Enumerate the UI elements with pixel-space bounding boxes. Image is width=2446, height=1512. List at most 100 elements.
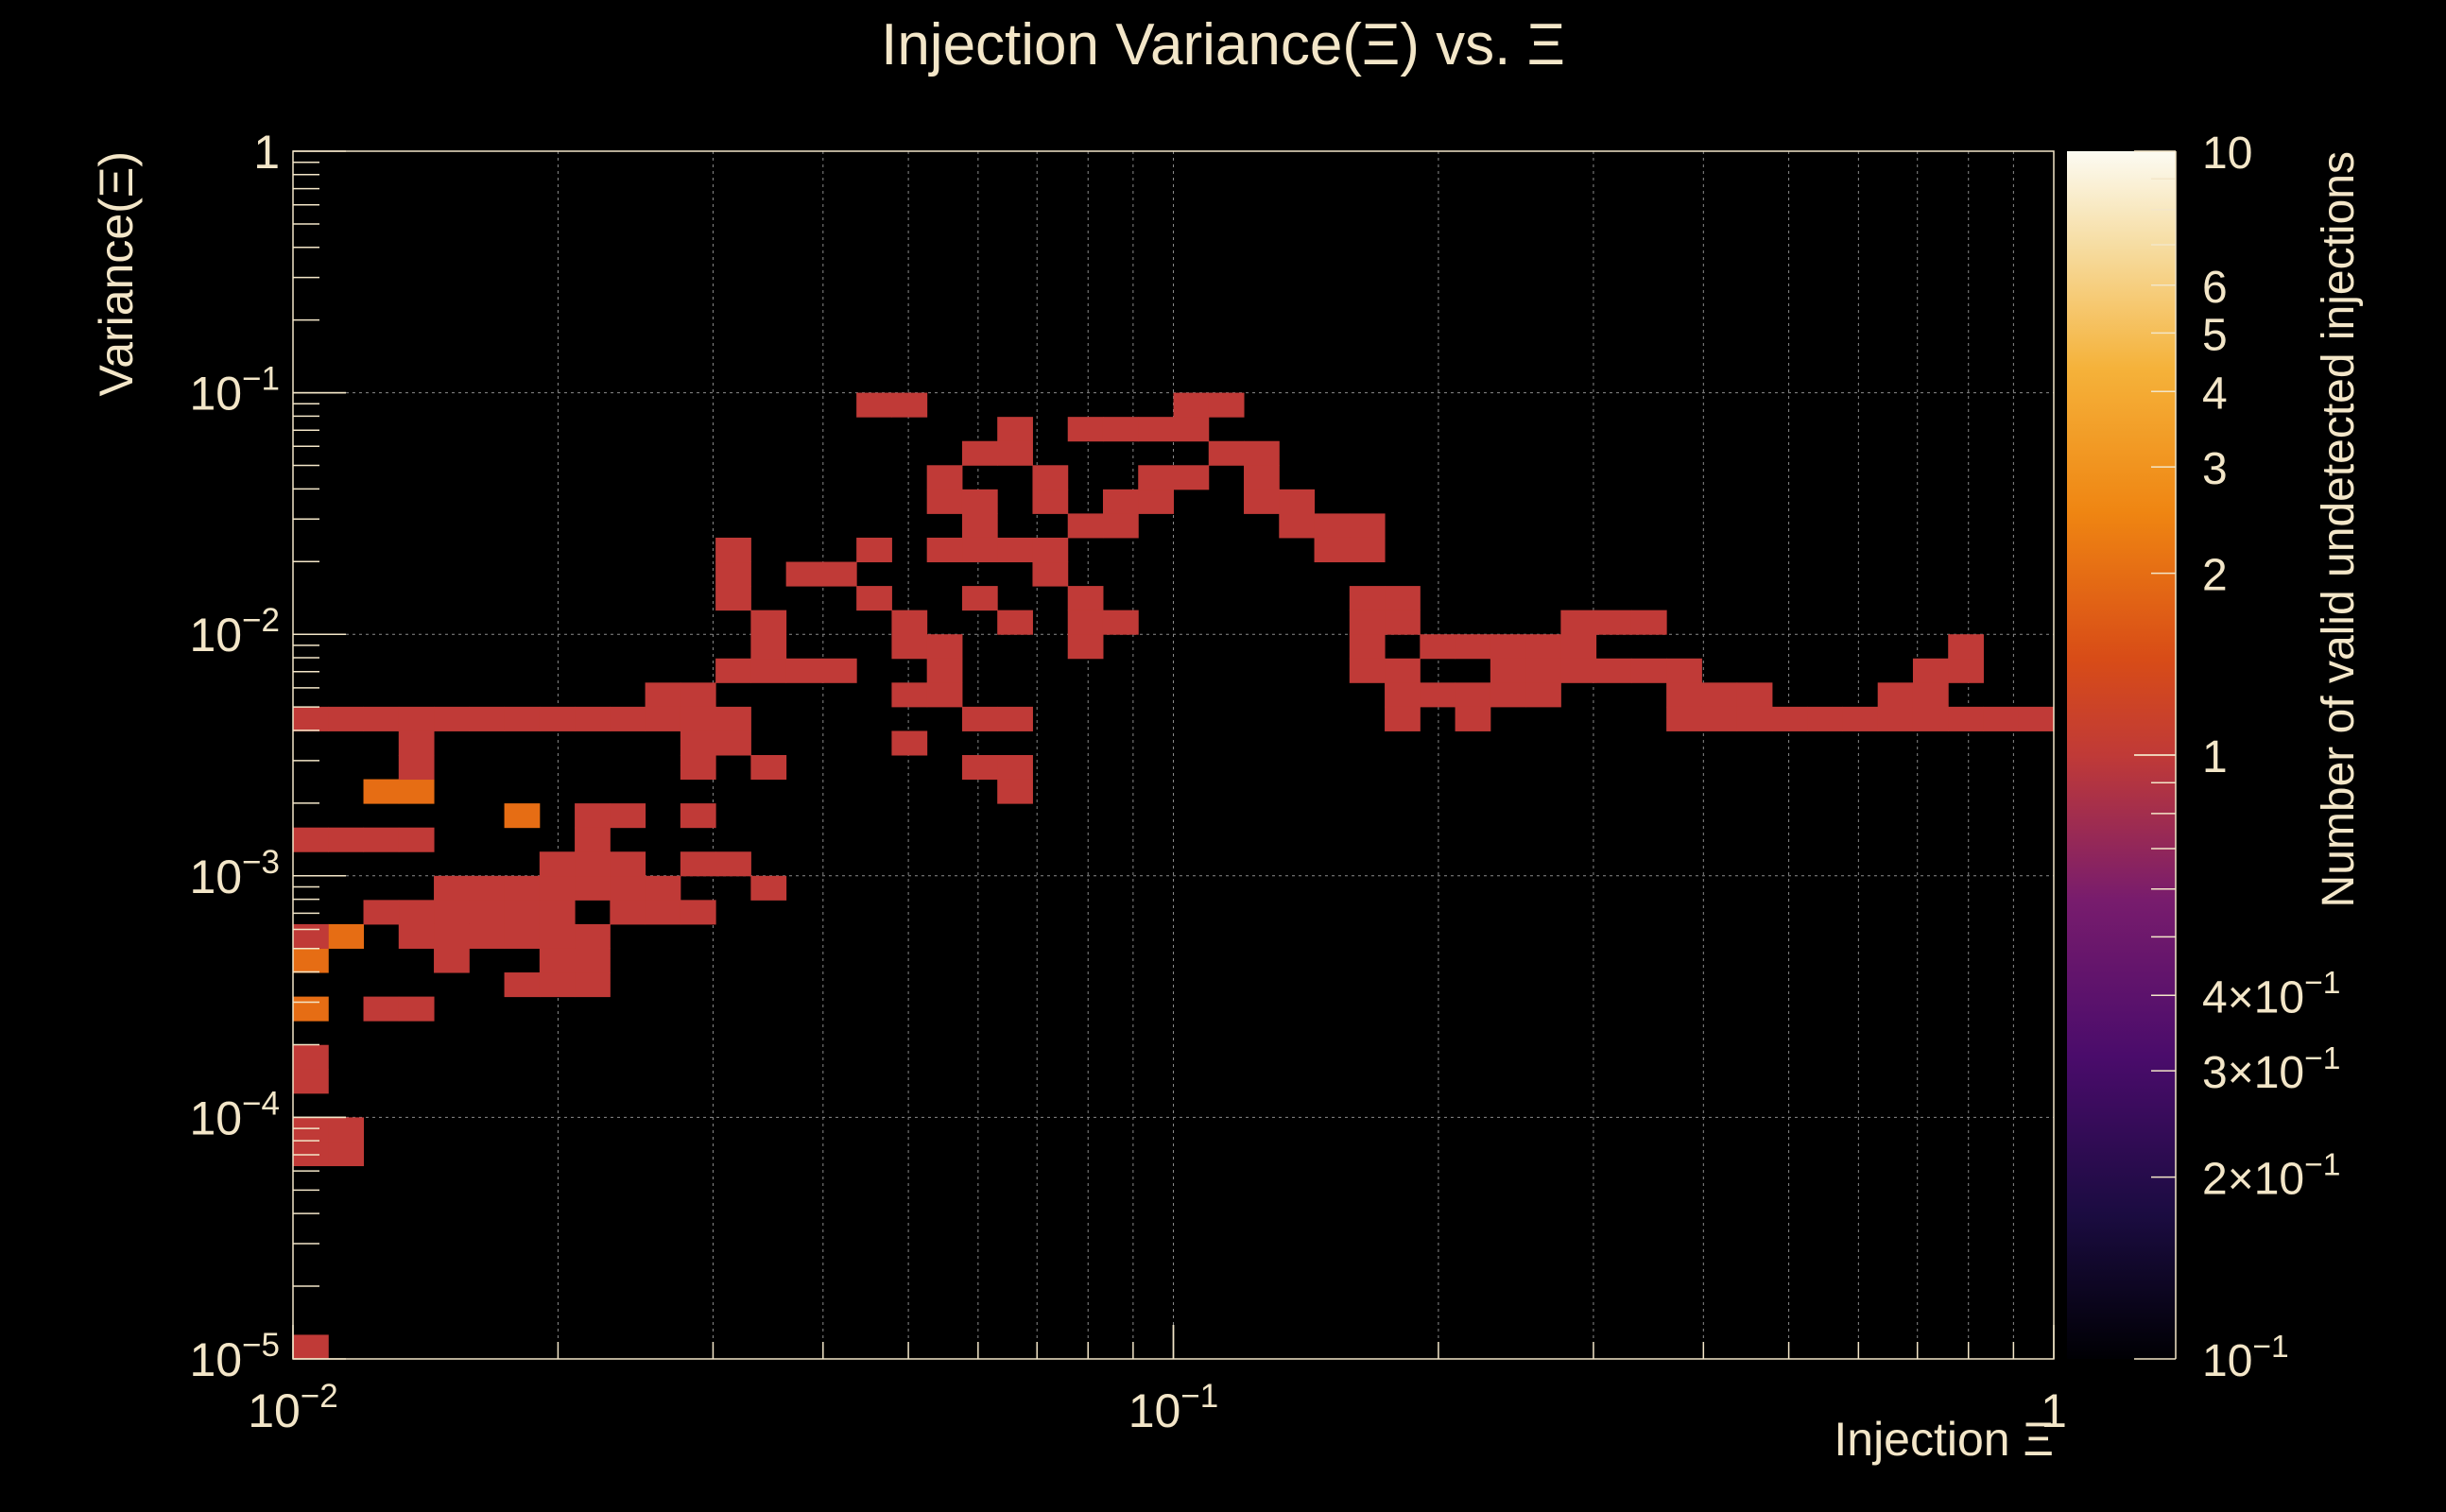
heatmap-cell bbox=[715, 851, 751, 877]
colorbar-tick-label: 5 bbox=[2202, 310, 2228, 360]
heatmap-cell bbox=[715, 561, 751, 587]
heatmap-cell bbox=[1138, 489, 1174, 514]
heatmap-cell bbox=[398, 755, 435, 781]
heatmap-cell bbox=[1032, 489, 1069, 514]
heatmap-cell bbox=[1420, 682, 1456, 708]
heatmap-cell bbox=[1630, 658, 1667, 683]
heatmap-cell bbox=[1912, 706, 1949, 731]
heatmap-cell bbox=[398, 900, 435, 925]
heatmap-cell bbox=[750, 610, 787, 635]
y-tick-label: 10−5 bbox=[189, 1327, 280, 1386]
heatmap-cell bbox=[1490, 634, 1526, 660]
heatmap-cell bbox=[680, 900, 716, 925]
heatmap-cell bbox=[1490, 658, 1526, 683]
x-tick-label: 1 bbox=[2041, 1384, 2067, 1437]
heatmap-cell bbox=[293, 827, 329, 852]
heatmap-cell bbox=[1032, 465, 1069, 490]
heatmap-cell bbox=[680, 682, 716, 708]
heatmap-cell bbox=[1349, 658, 1386, 683]
colorbar-label: Number of valid undetected injections bbox=[2314, 151, 2364, 907]
heatmap-cell bbox=[1102, 513, 1139, 539]
heatmap-cell bbox=[575, 803, 611, 829]
heatmap-cell bbox=[469, 900, 506, 925]
x-axis-label: Injection Ξ bbox=[1834, 1413, 2054, 1466]
heatmap-cell bbox=[293, 948, 329, 973]
heatmap-cell bbox=[715, 537, 751, 563]
heatmap-cell bbox=[293, 1334, 329, 1360]
heatmap-cell bbox=[680, 851, 716, 877]
y-tick-labels: 1 10−1 10−2 10−3 10−4 10−5 bbox=[189, 126, 280, 1386]
heatmap-cell bbox=[1173, 417, 1210, 442]
heatmap-cell bbox=[398, 730, 435, 756]
heatmap-cell bbox=[997, 755, 1033, 781]
heatmap-cell bbox=[293, 706, 329, 731]
heatmap-cell bbox=[434, 948, 470, 973]
colorbar-tick-label: 2×10−1 bbox=[2202, 1147, 2340, 1204]
heatmap-cell bbox=[1630, 610, 1667, 635]
heatmap-cell bbox=[504, 803, 541, 829]
heatmap-cell bbox=[997, 779, 1033, 804]
heatmap-cell bbox=[820, 658, 857, 683]
y-tick-label: 1 bbox=[253, 126, 280, 179]
heatmap-cell bbox=[1244, 465, 1280, 490]
heatmap-cell bbox=[1983, 706, 2020, 731]
heatmap-cell bbox=[926, 634, 963, 660]
heatmap-cell bbox=[293, 1044, 329, 1070]
heatmap-cell bbox=[997, 706, 1033, 731]
heatmap-cell bbox=[1032, 561, 1069, 587]
heatmap-cell bbox=[1701, 706, 1738, 731]
heatmap-cell bbox=[1173, 465, 1210, 490]
heatmap-cell bbox=[961, 489, 998, 514]
heatmap-cell bbox=[1349, 586, 1386, 611]
heatmap-cell bbox=[1067, 634, 1104, 660]
heatmap-cell bbox=[469, 706, 506, 731]
heatmap-cell bbox=[328, 1117, 365, 1143]
heatmap-cell bbox=[926, 537, 963, 563]
heatmap-cell bbox=[1842, 706, 1879, 731]
heatmap-cell bbox=[504, 900, 541, 925]
heatmap-cell bbox=[539, 972, 576, 998]
heatmap-cell bbox=[1948, 706, 1984, 731]
colorbar-tick-label: 6 bbox=[2202, 263, 2228, 313]
heatmap-cell bbox=[1948, 634, 1984, 660]
heatmap-cell bbox=[1067, 586, 1104, 611]
heatmap-cell bbox=[398, 996, 435, 1022]
heatmap-cell bbox=[1560, 610, 1597, 635]
heatmap-cell bbox=[785, 658, 822, 683]
heatmap-cell bbox=[1912, 682, 1949, 708]
heatmap-cell bbox=[610, 851, 646, 877]
heatmap-cell bbox=[575, 706, 611, 731]
heatmap-cell bbox=[1736, 682, 1773, 708]
heatmap-cell bbox=[328, 827, 365, 852]
heatmap-cell bbox=[1877, 706, 1914, 731]
heatmap-cell bbox=[715, 730, 751, 756]
heatmap-cell bbox=[293, 1117, 329, 1143]
heatmap-cell bbox=[469, 923, 506, 949]
heatmap-cell bbox=[539, 851, 576, 877]
heatmap-cell bbox=[434, 900, 470, 925]
heatmap-cell bbox=[1666, 706, 1702, 731]
heatmap-cell bbox=[1771, 706, 1808, 731]
y-axis-label: Variance(Ξ) bbox=[90, 151, 143, 396]
heatmap-cell bbox=[961, 755, 998, 781]
heatmap-cell bbox=[434, 923, 470, 949]
heatmap-cell bbox=[715, 586, 751, 611]
heatmap-cell bbox=[1138, 417, 1174, 442]
heatmap-cell bbox=[504, 875, 541, 901]
heatmap-cell bbox=[575, 827, 611, 852]
colorbar-tick-label: 2 bbox=[2202, 551, 2228, 601]
heatmap-cell bbox=[293, 1069, 329, 1094]
heatmap-cell bbox=[891, 682, 928, 708]
grid-lines bbox=[293, 151, 2054, 1359]
heatmap-cell bbox=[363, 827, 400, 852]
heatmap-cell bbox=[645, 875, 681, 901]
heatmap-cell bbox=[1701, 682, 1738, 708]
y-tick-label: 10−2 bbox=[189, 602, 280, 662]
heatmap-cell bbox=[610, 875, 646, 901]
heatmap-cell bbox=[1525, 634, 1561, 660]
y-tick-label: 10−4 bbox=[189, 1085, 280, 1144]
heatmap-cell bbox=[961, 537, 998, 563]
heatmap-cell bbox=[1067, 417, 1104, 442]
axis-ticks bbox=[292, 150, 2055, 1360]
heatmap-cell bbox=[328, 923, 365, 949]
